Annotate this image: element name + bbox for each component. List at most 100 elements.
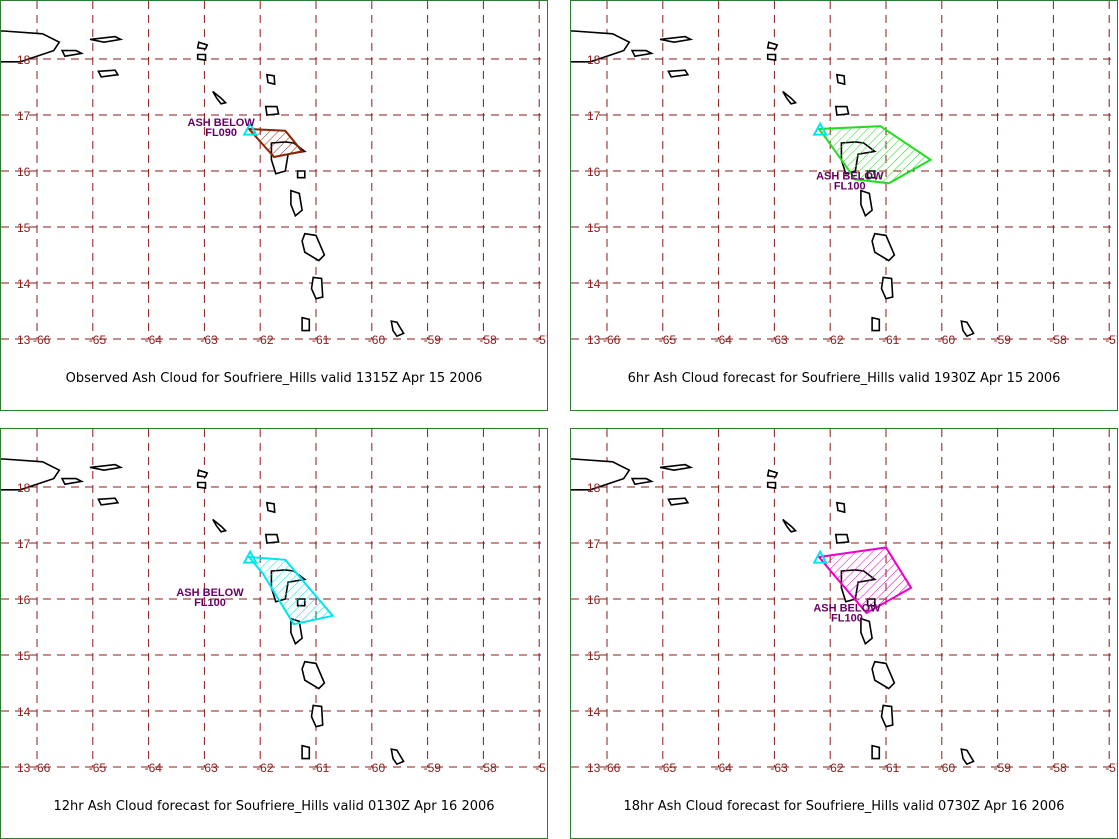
lon-tick-label: -63 [200,761,218,775]
island-virgin-islands [659,35,694,44]
lat-tick-label: 15 [17,649,31,663]
ash-label-line1: ASH BELOW [176,587,244,599]
island-barbados [960,320,975,338]
lat-lon-grid [1,429,547,768]
island-st-croix [667,69,690,78]
ash-label-line1: ASH BELOW [188,117,256,129]
island-barbados [390,748,405,766]
lon-tick-label: -65 [89,761,107,775]
tick-labels: -66 -65 -64 -63 -62 -61 -60 -59 -58 -57 18 17 16 15 14… [587,481,1117,775]
volcano-icon [812,121,828,136]
lon-tick-label: -58 [479,333,497,347]
island-st-lucia [880,704,894,728]
lon-tick-label: -61 [882,761,900,775]
lon-tick-label: -64 [715,333,733,347]
lon-tick-label: -60 [368,333,386,347]
island-barbados [390,320,405,338]
lon-tick-label: -64 [145,333,163,347]
lon-tick-label: -60 [938,333,956,347]
tick-labels: -66 -65 -64 -63 -62 -61 -60 -59 -58 -57 18 17 16 15 14… [17,53,548,347]
lon-tick-label: -66 [603,333,621,347]
island-antigua [264,105,280,116]
island-barbuda [265,73,276,86]
ash-label-line1: ASH BELOW [813,602,881,614]
island-barbuda [265,501,276,514]
lat-tick-label: 18 [17,481,31,495]
island-vieques [60,49,85,58]
island-dominica [290,189,303,218]
island-virgin-islands [89,463,124,472]
tick-labels: -66 -65 -64 -63 -62 -61 -60 -59 -58 -57 18 17 16 15 14… [17,481,548,775]
lat-tick-label: 14 [587,705,601,719]
lat-tick-label: 16 [587,165,601,179]
island-st-croix [97,69,120,78]
island-st-martin [196,53,207,62]
island-virgin-islands [659,463,694,472]
island-st-lucia [310,704,324,728]
lon-tick-label: -59 [424,333,442,347]
island-st-croix [97,497,120,506]
island-st-lucia [880,276,894,300]
lon-tick-label: -58 [1049,761,1067,775]
island-anguilla [766,41,779,50]
volcano-icon [242,549,258,564]
island-martinique [301,660,326,690]
lon-tick-label: -66 [33,333,51,347]
lon-tick-label: -62 [826,333,844,347]
lat-tick-label: 13 [17,761,31,775]
island-puerto-rico [571,30,631,63]
lat-tick-label: 16 [587,593,601,607]
lat-tick-label: 18 [587,481,601,495]
lon-tick-label: -57 [535,761,548,775]
panel-caption: Observed Ash Cloud for Soufriere_Hills v… [65,371,483,386]
lat-tick-label: 16 [17,593,31,607]
volcano-icon [242,121,258,136]
ash-panel-6hr: -66 -65 -64 -63 -62 -61 -60 -59 -58 -57 18 17 16 15 14… [570,0,1118,411]
lon-tick-label: -61 [312,761,330,775]
lon-tick-label: -58 [1049,333,1067,347]
lat-tick-label: 14 [17,277,31,291]
island-vieques [630,477,655,486]
island-st-martin [766,53,777,62]
lat-tick-label: 13 [587,333,601,347]
lat-tick-label: 13 [587,761,601,775]
ash-cloud-area [817,125,933,185]
lon-tick-label: -64 [715,761,733,775]
ash-map-18hr: -66 -65 -64 -63 -62 -61 -60 -59 -58 -57 18 17 16 15 14… [571,429,1117,775]
island-barbados [960,748,975,766]
lon-tick-label: -65 [89,333,107,347]
ash-panel-18hr: -66 -65 -64 -63 -62 -61 -60 -59 -58 -57 18 17 16 15 14… [570,428,1118,839]
island-st-martin [196,481,207,490]
ash-label-line2: FL090 [205,127,237,139]
ash-map-12hr: -66 -65 -64 -63 -62 -61 -60 -59 -58 -57 18 17 16 15 14… [1,429,548,775]
island-vieques [630,49,655,58]
lon-tick-label: -59 [994,333,1012,347]
lon-tick-label: -60 [368,761,386,775]
island-barbuda [835,73,846,86]
island-st-vincent [871,316,881,332]
lat-tick-label: 18 [17,53,31,67]
lat-tick-label: 15 [17,221,31,235]
island-anguilla [196,469,209,478]
island-st-lucia [310,276,324,300]
panel-caption: 6hr Ash Cloud forecast for Soufriere_Hil… [627,371,1061,386]
tick-labels: -66 -65 -64 -63 -62 -61 -60 -59 -58 -57 18 17 16 15 14… [587,53,1117,347]
island-vieques [60,477,85,486]
lon-tick-label: -61 [312,333,330,347]
lon-tick-label: -65 [659,761,677,775]
ash-cloud-area [246,127,304,159]
lat-tick-label: 15 [587,221,601,235]
coastlines [571,458,975,766]
lon-tick-label: -57 [535,333,548,347]
island-dominica [860,189,873,218]
island-antigua [834,105,850,116]
island-anguilla [196,41,209,50]
island-st-vincent [301,316,311,332]
lat-tick-label: 14 [587,277,601,291]
coastlines [1,30,405,338]
lon-tick-label: -61 [882,333,900,347]
lat-tick-label: 18 [587,53,601,67]
ash-label-line1: ASH BELOW [816,170,884,182]
lon-tick-label: -58 [479,761,497,775]
ash-panel-observed: -66 -65 -64 -63 -62 -61 -60 -59 -58 -57 18 17 16 15 14… [0,0,548,411]
